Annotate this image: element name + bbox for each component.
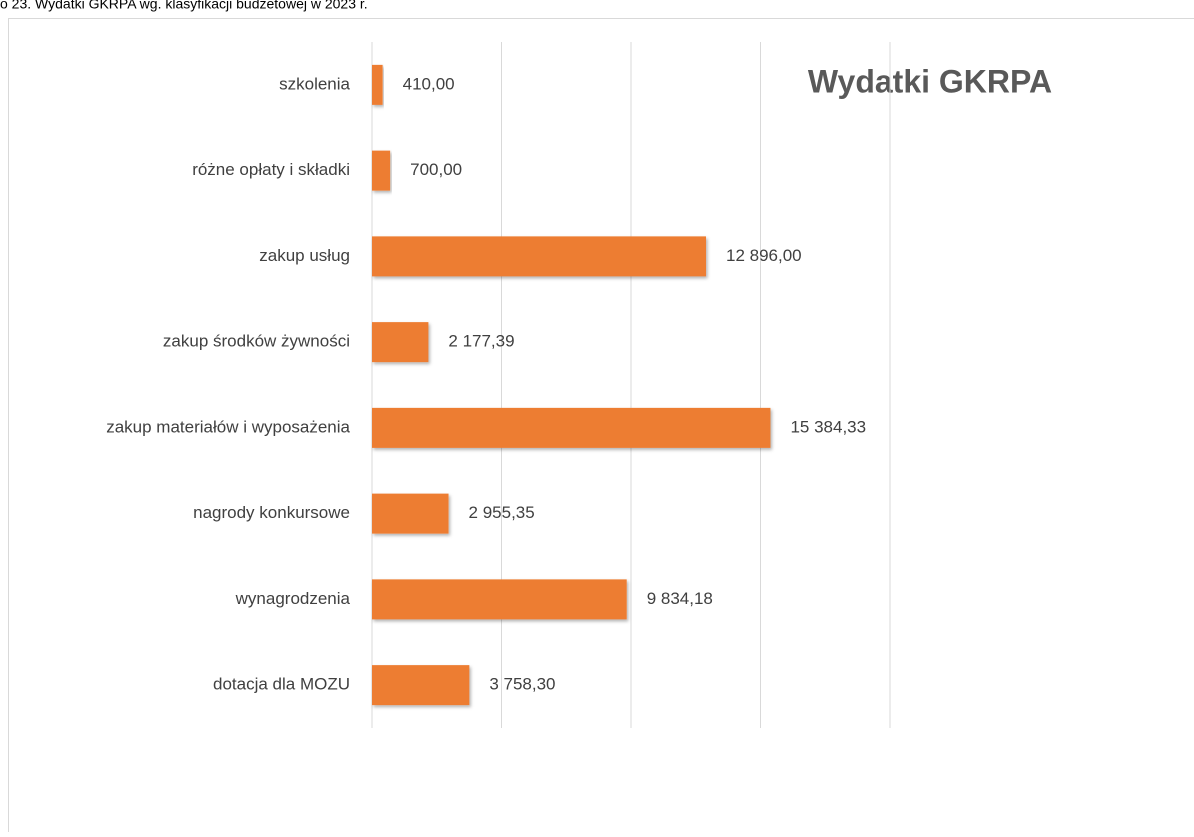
y-tick-label: zakup usług [259,246,350,265]
bar [372,322,428,362]
y-tick-label: dotacja dla MOZU [213,675,350,694]
data-label: 410,00 [403,74,455,93]
bar [372,665,469,705]
data-label: 2 177,39 [448,332,514,351]
data-label: 12 896,00 [726,246,802,265]
y-tick-label: zakup materiałów i wyposażenia [106,417,350,436]
y-tick-label: nagrody konkursowe [193,503,350,522]
chart-title: Wydatki GKRPA [808,63,1052,99]
caption: o 23. Wydatki GKRPA wg. klasyfikacji bud… [0,0,368,12]
y-tick-label: zakup środków żywności [163,332,350,351]
bar [372,151,390,191]
data-label: 2 955,35 [469,503,535,522]
data-label: 700,00 [410,160,462,179]
y-tick-label: wynagrodzenia [235,589,351,608]
bar [372,408,770,448]
y-tick-label: różne opłaty i składki [192,160,350,179]
bar [372,579,627,619]
bar [372,65,383,105]
data-label: 15 384,33 [790,417,866,436]
bar [372,236,706,276]
data-label: 3 758,30 [489,675,555,694]
bar [372,494,449,534]
data-label: 9 834,18 [647,589,713,608]
y-tick-label: szkolenia [279,74,350,93]
